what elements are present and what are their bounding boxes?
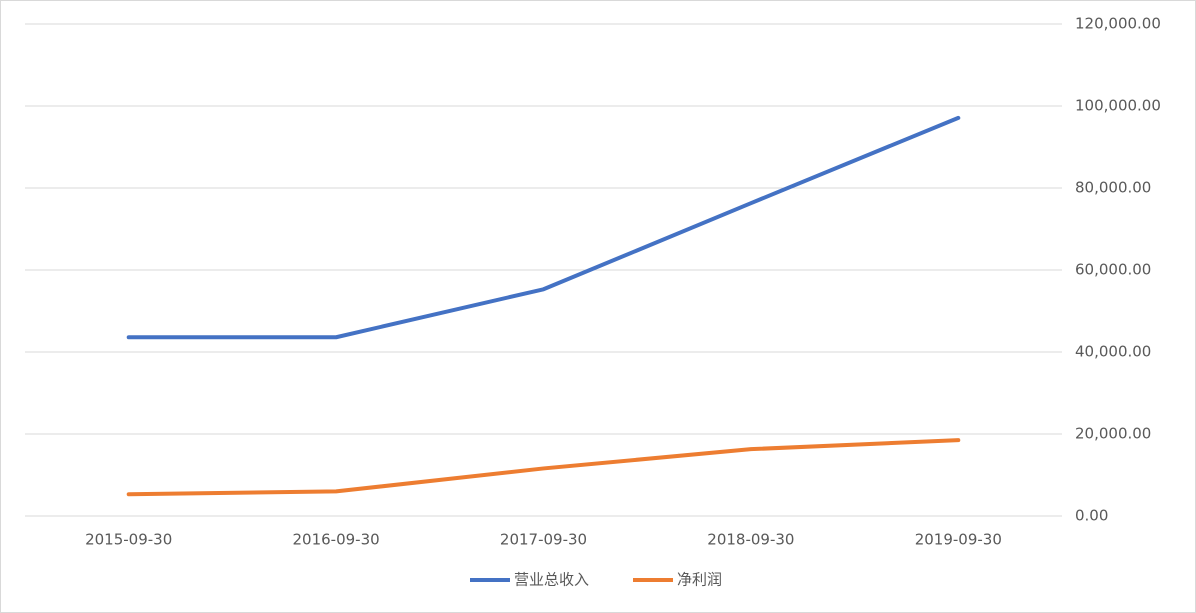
y-tick-label: 20,000.00	[1075, 425, 1151, 443]
y-tick-label: 60,000.00	[1075, 261, 1151, 279]
x-tick-label: 2015-09-30	[85, 531, 172, 549]
y-tick-label: 100,000.00	[1075, 97, 1161, 115]
y-tick-label: 120,000.00	[1075, 15, 1161, 33]
legend-label: 净利润	[677, 571, 722, 589]
x-tick-label: 2017-09-30	[500, 531, 587, 549]
y-tick-label: 0.00	[1075, 507, 1108, 525]
series-line	[126, 115, 961, 340]
legend-label: 营业总收入	[514, 571, 589, 589]
y-tick-label: 80,000.00	[1075, 179, 1151, 197]
x-tick-label: 2016-09-30	[293, 531, 380, 549]
y-tick-label: 40,000.00	[1075, 343, 1151, 361]
x-tick-label: 2019-09-30	[915, 531, 1002, 549]
x-tick-label: 2018-09-30	[707, 531, 794, 549]
series-line	[126, 438, 961, 497]
